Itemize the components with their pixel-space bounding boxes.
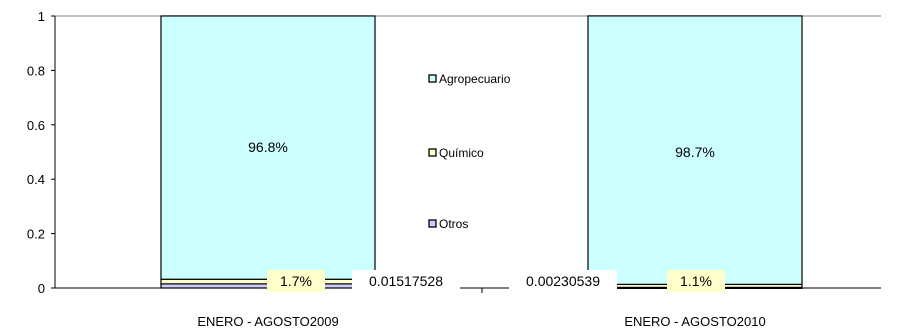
data-label-agropecuario: 96.8% <box>248 139 288 155</box>
legend-label: Químico <box>439 146 484 160</box>
x-tick-label: ENERO - AGOSTO2009 <box>197 314 338 329</box>
legend: Agropecuario Químico Otros <box>428 72 511 231</box>
bars <box>160 15 803 289</box>
x-tick-label: ENERO - AGOSTO2010 <box>624 314 765 329</box>
data-labels: 96.8% 98.7% 1.7% 1.1% 0.01517528 0.00230539 <box>248 139 725 292</box>
data-label-otros: 0.01517528 <box>369 273 443 289</box>
y-tick-label: 0.2 <box>27 227 45 242</box>
legend-swatch <box>428 219 437 228</box>
y-tick-label: 0.6 <box>27 118 45 133</box>
legend-swatch <box>428 148 437 157</box>
data-label-agropecuario: 98.7% <box>675 144 715 160</box>
data-label-quimico-box <box>267 270 325 292</box>
bar-segment-agropecuario <box>587 15 803 285</box>
data-label-quimico-box <box>667 270 725 292</box>
legend-swatch <box>428 74 437 83</box>
data-label-otros: 0.00230539 <box>526 273 600 289</box>
y-tick-label: 0.8 <box>27 63 45 78</box>
y-tick-label: 0 <box>38 281 45 296</box>
legend-label: Agropecuario <box>439 72 511 86</box>
bar-segment-agropecuario <box>160 15 376 280</box>
data-label-otros-box <box>509 270 617 292</box>
y-tick-label: 1 <box>38 9 45 24</box>
data-label-otros-box <box>352 270 460 292</box>
y-tick-label: 0.4 <box>27 172 45 187</box>
data-label-quimico: 1.1% <box>680 273 712 289</box>
data-label-quimico: 1.7% <box>280 273 312 289</box>
legend-label: Otros <box>439 217 468 231</box>
